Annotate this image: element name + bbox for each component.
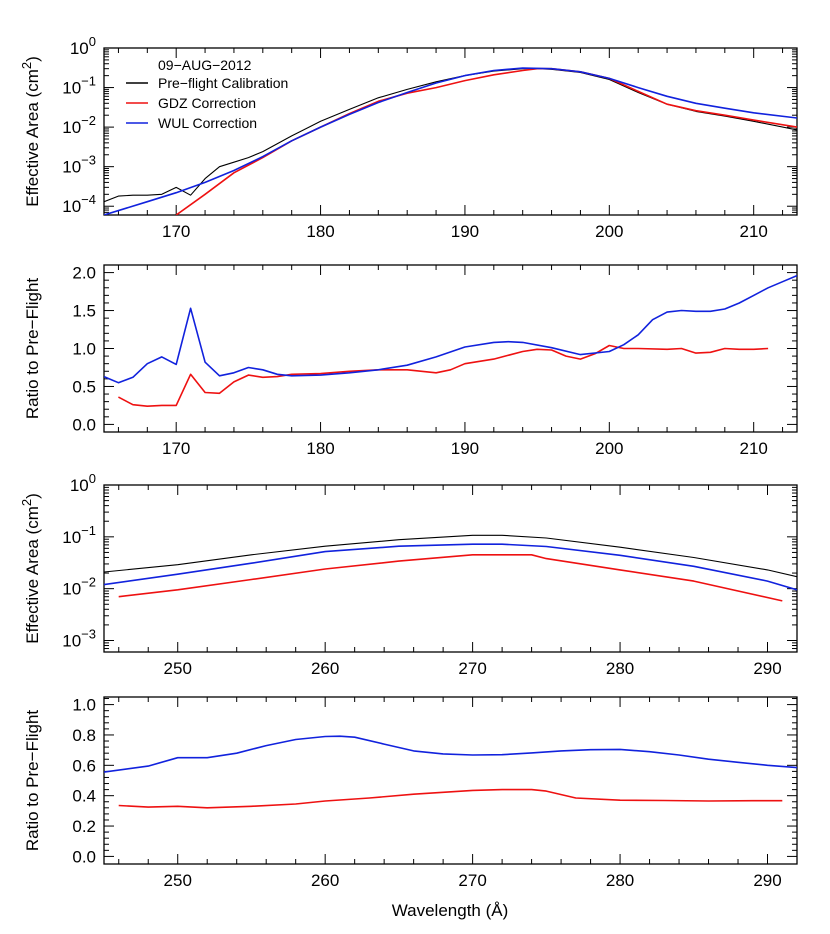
y-axis-title: Ratio to Pre−Flight <box>23 278 42 420</box>
y-tick-label: 0.4 <box>72 787 96 806</box>
x-tick-label: 200 <box>595 222 623 241</box>
y-tick-label: 10−1 <box>62 523 96 547</box>
x-tick-label: 250 <box>164 871 192 890</box>
series-line-wul <box>104 735 797 773</box>
y-tick-base: 10 <box>70 476 89 495</box>
x-tick-label: 290 <box>753 659 781 678</box>
series-line-preflight <box>104 534 797 578</box>
y-tick-exponent: 0 <box>89 471 96 486</box>
y-tick-base: 10 <box>62 158 81 177</box>
y-tick-label: 0.0 <box>72 415 96 434</box>
y-tick-exponent: −4 <box>81 192 96 207</box>
x-tick-label: 290 <box>753 871 781 890</box>
y-tick-label: 2.0 <box>72 264 96 283</box>
x-tick-label: 210 <box>740 222 768 241</box>
x-axis-title: Wavelength (Å) <box>392 901 509 920</box>
x-tick-label: 190 <box>451 222 479 241</box>
y-axis-title: Effective Area (cm2) <box>19 56 42 207</box>
y-tick-base: 10 <box>62 632 81 651</box>
y-tick-label: 10−2 <box>62 113 96 137</box>
y-axis-title: Effective Area (cm2) <box>19 493 42 644</box>
x-tick-label: 280 <box>606 659 634 678</box>
x-tick-label: 260 <box>311 871 339 890</box>
x-tick-label: 190 <box>451 439 479 458</box>
x-tick-label: 200 <box>595 439 623 458</box>
y-tick-exponent: −3 <box>81 153 96 168</box>
y-axis-title-text: Effective Area (cm <box>23 69 42 207</box>
y-tick-label: 0.0 <box>72 847 96 866</box>
legend-title: 09−AUG−2012 <box>158 57 252 73</box>
x-tick-label: 270 <box>458 871 486 890</box>
y-tick-exponent: −1 <box>81 523 96 538</box>
series-line-gdz <box>118 553 783 602</box>
y-tick-label: 1.0 <box>72 696 96 715</box>
y-axis-title-close: ) <box>23 493 42 499</box>
legend: 09−AUG−2012 Pre−flight Calibration GDZ Cor… <box>126 57 288 131</box>
y-tick-label: 1.5 <box>72 302 96 321</box>
plot-frame <box>103 696 798 865</box>
x-tick-label: 180 <box>306 222 334 241</box>
y-tick-label: 10−3 <box>62 627 96 651</box>
y-axis-title: Ratio to Pre−Flight <box>23 710 42 852</box>
series-line-gdz <box>118 344 769 408</box>
y-tick-base: 10 <box>62 197 81 216</box>
y-tick-label: 0.6 <box>72 756 96 775</box>
series-group <box>104 274 797 408</box>
y-tick-base: 10 <box>62 79 81 98</box>
y-tick-base: 10 <box>62 580 81 599</box>
series-line-gdz <box>118 788 783 809</box>
legend-entry: GDZ Correction <box>158 95 256 111</box>
y-axis-title-exponent: 2 <box>19 62 34 69</box>
x-tick-label: 250 <box>164 659 192 678</box>
series-line-wul <box>104 67 797 215</box>
y-tick-exponent: 0 <box>89 34 96 49</box>
series-group <box>104 534 797 602</box>
plot-frame <box>103 484 798 653</box>
panel-top-ratio: 170 180 190 200 210 0.0 0.5 1.0 1.5 2.0 Ratio to P… <box>23 264 798 458</box>
x-tick-label: 210 <box>740 439 768 458</box>
plot-frame <box>103 264 798 433</box>
y-tick-exponent: −1 <box>81 74 96 89</box>
y-tick-label: 100 <box>70 34 96 58</box>
series-group <box>104 67 797 215</box>
series-line-preflight <box>104 68 797 203</box>
x-tick-label: 180 <box>306 439 334 458</box>
series-line-wul <box>104 543 797 591</box>
y-tick-label: 10−3 <box>62 153 96 177</box>
y-axis-title-text: Effective Area (cm <box>23 506 42 644</box>
legend-entry: WUL Correction <box>158 115 257 131</box>
y-tick-label: 0.8 <box>72 726 96 745</box>
x-tick-label: 170 <box>162 439 190 458</box>
y-tick-base: 10 <box>62 118 81 137</box>
y-tick-label: 1.0 <box>72 340 96 359</box>
x-tick-label: 280 <box>606 871 634 890</box>
panel-top-effective-area: 170 180 190 200 21010010−110−210−310−4Effect… <box>19 34 798 241</box>
y-tick-label: 10−4 <box>62 192 96 216</box>
x-tick-label: 270 <box>458 659 486 678</box>
y-tick-exponent: −2 <box>81 575 96 590</box>
y-axis-title-close: ) <box>23 56 42 62</box>
y-tick-label: 0.5 <box>72 377 96 396</box>
y-tick-label: 10−2 <box>62 575 96 599</box>
series-group <box>104 735 797 809</box>
y-tick-label: 0.2 <box>72 817 96 836</box>
y-tick-label: 100 <box>70 471 96 495</box>
y-tick-exponent: −3 <box>81 627 96 642</box>
y-tick-exponent: −2 <box>81 113 96 128</box>
plot-frame <box>103 47 798 216</box>
x-tick-label: 170 <box>162 222 190 241</box>
legend-entry: Pre−flight Calibration <box>158 75 288 91</box>
y-tick-base: 10 <box>70 39 89 58</box>
panel-bottom-ratio: 250 260 270 280 290 0.0 0.2 0.4 0.6 0.8 1.0 Ratio t… <box>23 696 798 890</box>
y-axis-title-exponent: 2 <box>19 499 34 506</box>
y-tick-base: 10 <box>62 528 81 547</box>
x-tick-label: 260 <box>311 659 339 678</box>
series-line-wul <box>104 274 797 384</box>
y-tick-label: 10−1 <box>62 74 96 98</box>
panel-bottom-effective-area: 250 260 270 280 29010010−110−210−3Effective … <box>19 471 798 678</box>
